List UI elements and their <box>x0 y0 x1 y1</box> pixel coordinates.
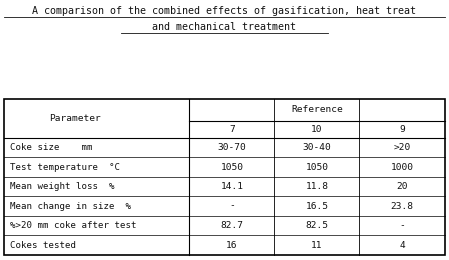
Text: 16: 16 <box>226 240 238 250</box>
Text: Mean change in size  %: Mean change in size % <box>10 202 131 211</box>
Text: Coke size    mm: Coke size mm <box>10 143 92 152</box>
Text: 16.5: 16.5 <box>305 202 328 211</box>
Text: Reference: Reference <box>291 105 343 114</box>
Text: Test temperature  °C: Test temperature °C <box>10 162 120 172</box>
Text: -: - <box>399 221 405 230</box>
Text: 1050: 1050 <box>220 162 243 172</box>
Text: 23.8: 23.8 <box>391 202 414 211</box>
Text: 82.5: 82.5 <box>305 221 328 230</box>
Text: 7: 7 <box>229 125 235 134</box>
Text: -: - <box>229 202 235 211</box>
Text: 30-40: 30-40 <box>303 143 331 152</box>
Text: >20: >20 <box>393 143 410 152</box>
Text: 1000: 1000 <box>391 162 414 172</box>
Text: 9: 9 <box>399 125 405 134</box>
Text: 1050: 1050 <box>305 162 328 172</box>
Text: %>20 mm coke after test: %>20 mm coke after test <box>10 221 136 230</box>
Text: and mechanical treatment: and mechanical treatment <box>153 22 296 32</box>
Text: 11: 11 <box>311 240 323 250</box>
Text: Parameter: Parameter <box>49 114 101 123</box>
Text: 20: 20 <box>396 182 408 191</box>
Text: 10: 10 <box>311 125 323 134</box>
Text: 4: 4 <box>399 240 405 250</box>
Text: A comparison of the combined effects of gasification, heat treat: A comparison of the combined effects of … <box>32 6 417 16</box>
Text: 30-70: 30-70 <box>217 143 246 152</box>
Text: Cokes tested: Cokes tested <box>10 240 76 250</box>
Text: 11.8: 11.8 <box>305 182 328 191</box>
Text: 82.7: 82.7 <box>220 221 243 230</box>
Text: Mean weight loss  %: Mean weight loss % <box>10 182 114 191</box>
Text: 14.1: 14.1 <box>220 182 243 191</box>
